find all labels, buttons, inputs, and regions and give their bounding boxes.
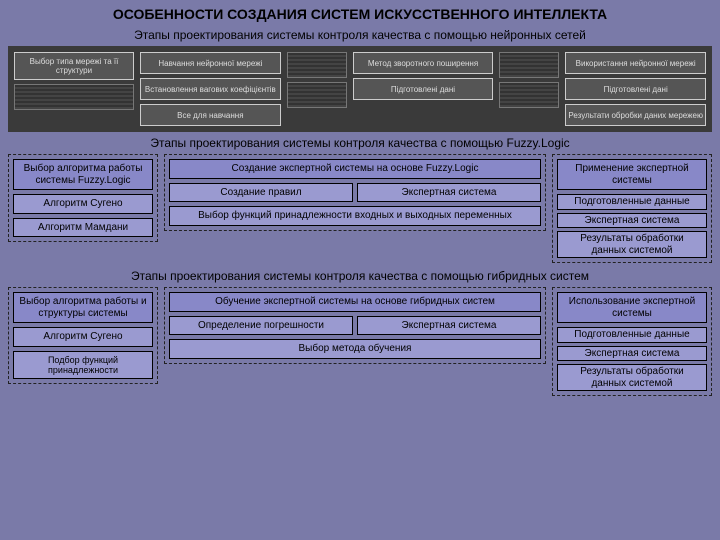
hybrid-mid-group: Обучение экспертной системы на основе ги… <box>164 287 546 364</box>
neural-box: Встановлення вагових коефіцієнтів <box>140 78 281 100</box>
hybrid-mid-item: Экспертная система <box>357 316 541 336</box>
fuzzy-mid-header: Создание экспертной системы на основе Fu… <box>169 159 541 179</box>
neural-pattern <box>287 82 347 108</box>
hybrid-left-item: Подбор функций принадлежности <box>13 351 153 380</box>
hybrid-right-item: Экспертная система <box>557 346 707 362</box>
fuzzy-right-item: Результаты обработки данных системой <box>557 231 707 258</box>
hybrid-mid-bottom: Выбор метода обучения <box>169 339 541 359</box>
neural-subtitle: Этапы проектирования системы контроля ка… <box>0 26 720 44</box>
fuzzy-mid-item: Экспертная система <box>357 183 541 203</box>
fuzzy-right-item: Экспертная система <box>557 213 707 229</box>
hybrid-left-header: Выбор алгоритма работы и структуры систе… <box>13 292 153 323</box>
neural-box: Підготовлені дані <box>353 78 494 100</box>
neural-box: Выбор типа мережі та її структури <box>14 52 134 80</box>
neural-box: Результати обробки даних мережею <box>565 104 706 126</box>
fuzzy-left-item: Алгоритм Сугено <box>13 194 153 214</box>
fuzzy-diagram: Выбор алгоритма работы системы Fuzzy.Log… <box>8 154 712 263</box>
fuzzy-mid-bottom: Выбор функций принадлежности входных и в… <box>169 206 541 226</box>
neural-box: Все для навчання <box>140 104 281 126</box>
fuzzy-left-item: Алгоритм Мамдани <box>13 218 153 238</box>
fuzzy-left-header: Выбор алгоритма работы системы Fuzzy.Log… <box>13 159 153 190</box>
hybrid-right-group: Использование экспертной системы Подгото… <box>552 287 712 396</box>
neural-pattern <box>499 52 559 78</box>
fuzzy-right-item: Подготовленные данные <box>557 194 707 210</box>
neural-pattern <box>499 82 559 108</box>
hybrid-mid-item: Определение погрешности <box>169 316 353 336</box>
fuzzy-mid-group: Создание экспертной системы на основе Fu… <box>164 154 546 231</box>
fuzzy-right-group: Применение экспертной системы Подготовле… <box>552 154 712 263</box>
fuzzy-right-header: Применение экспертной системы <box>557 159 707 190</box>
neural-box: Використання нейронної мережі <box>565 52 706 74</box>
hybrid-right-item: Результаты обработки данных системой <box>557 364 707 391</box>
fuzzy-mid-item: Создание правил <box>169 183 353 203</box>
neural-box: Підготовлені дані <box>565 78 706 100</box>
fuzzy-left-group: Выбор алгоритма работы системы Fuzzy.Log… <box>8 154 158 242</box>
hybrid-left-item: Алгоритм Сугено <box>13 327 153 347</box>
neural-box: Навчання нейронної мережі <box>140 52 281 74</box>
hybrid-mid-header: Обучение экспертной системы на основе ги… <box>169 292 541 312</box>
neural-box: Метод зворотного поширення <box>353 52 494 74</box>
neural-diagram: Выбор типа мережі та її структури Навчан… <box>8 46 712 132</box>
hybrid-right-header: Использование экспертной системы <box>557 292 707 323</box>
neural-pattern <box>14 84 134 110</box>
fuzzy-subtitle: Этапы проектирования системы контроля ка… <box>0 134 720 152</box>
neural-pattern <box>287 52 347 78</box>
hybrid-subtitle: Этапы проектирования системы контроля ка… <box>0 267 720 285</box>
page-title: ОСОБЕННОСТИ СОЗДАНИЯ СИСТЕМ ИСКУССТВЕННО… <box>0 0 720 26</box>
hybrid-right-item: Подготовленные данные <box>557 327 707 343</box>
hybrid-diagram: Выбор алгоритма работы и структуры систе… <box>8 287 712 396</box>
hybrid-left-group: Выбор алгоритма работы и структуры систе… <box>8 287 158 384</box>
